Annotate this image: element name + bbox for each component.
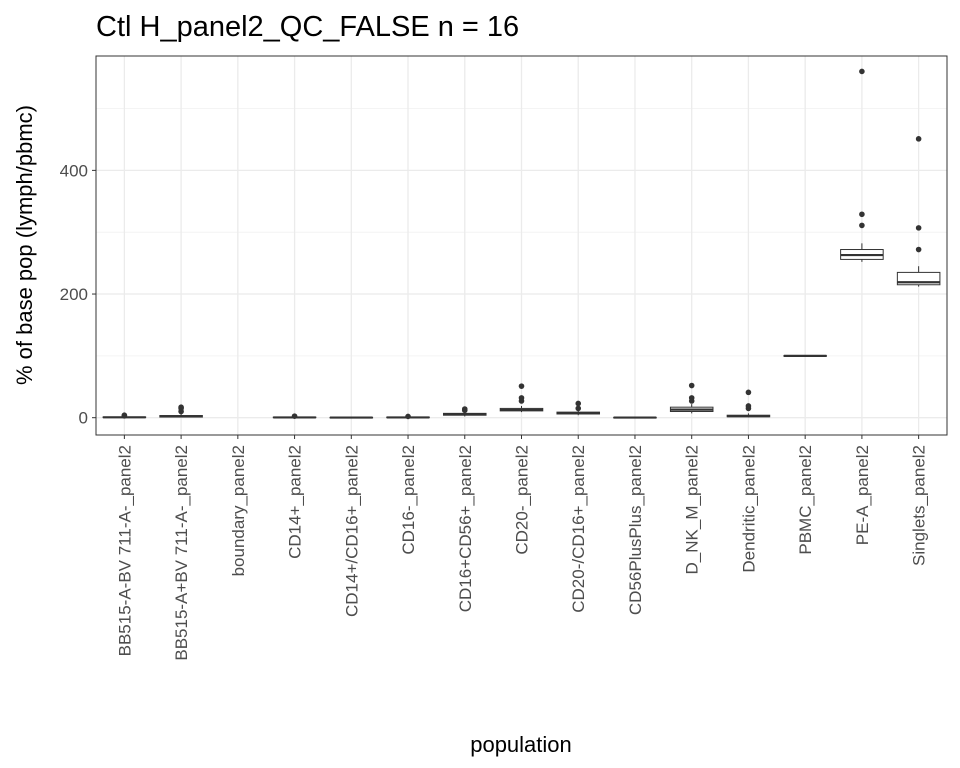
box-cd14-panel2 bbox=[272, 413, 317, 419]
x-tick-label: CD20-/CD16+_panel2 bbox=[569, 445, 588, 613]
x-tick-label: PE-A_panel2 bbox=[853, 445, 872, 545]
outlier-point bbox=[745, 403, 752, 409]
y-tick-label: 400 bbox=[60, 161, 88, 180]
outlier-point bbox=[688, 382, 695, 389]
box-dendritic-panel2 bbox=[726, 389, 771, 418]
grid-lines bbox=[96, 56, 947, 435]
outlier-point bbox=[575, 405, 582, 412]
x-tick-label: BB515-A+BV 711-A-_panel2 bbox=[172, 445, 191, 661]
outlier-point bbox=[461, 406, 468, 412]
box-cd20-cd16-panel2 bbox=[556, 400, 601, 416]
outlier-point bbox=[859, 211, 865, 218]
x-tick-label: Dendritic_panel2 bbox=[739, 445, 758, 573]
outlier-point bbox=[518, 383, 525, 389]
box-bb515-a-bv-711-a-panel2 bbox=[159, 404, 203, 418]
outlier-point bbox=[688, 395, 695, 401]
outlier-point bbox=[518, 395, 525, 401]
y-tick-label: 0 bbox=[79, 409, 88, 428]
y-tick-label: 200 bbox=[60, 285, 88, 304]
outlier-point bbox=[745, 389, 752, 396]
box-cd20-panel2 bbox=[499, 383, 544, 413]
outlier-point bbox=[178, 404, 184, 410]
box-bb515-a-bv-711-a-panel2 bbox=[102, 412, 147, 419]
x-axis-title: population bbox=[470, 732, 572, 757]
chart-title: Ctl H_panel2_QC_FALSE n = 16 bbox=[96, 11, 519, 43]
box-pbmc-panel2 bbox=[783, 354, 827, 357]
x-tick-label: CD56PlusPlus_panel2 bbox=[626, 445, 645, 615]
box-singlets-panel2 bbox=[896, 136, 941, 287]
box-pe-a-panel2 bbox=[840, 68, 884, 262]
x-tick-label: CD20-_panel2 bbox=[513, 445, 532, 555]
x-axis-ticks: BB515-A-BV 711-A-_panel2 BB515-A+BV 711-A… bbox=[115, 435, 929, 661]
outlier-point bbox=[915, 136, 922, 142]
y-axis-title: % of base pop (lymph/pbmc) bbox=[12, 105, 37, 385]
x-tick-label: Singlets_panel2 bbox=[910, 445, 929, 566]
x-tick-label: D_NK_M_panel2 bbox=[683, 445, 702, 574]
box-d-nk-m-panel2 bbox=[669, 382, 714, 414]
x-tick-label: CD14+/CD16+_panel2 bbox=[342, 445, 361, 617]
x-tick-label: CD16-_panel2 bbox=[399, 445, 418, 555]
x-tick-label: CD14+_panel2 bbox=[286, 445, 305, 559]
outlier-point bbox=[859, 222, 865, 229]
outlier-point bbox=[575, 400, 582, 407]
x-tick-label: BB515-A-BV 711-A-_panel2 bbox=[115, 445, 134, 656]
box-cd14-cd16-panel2 bbox=[329, 416, 374, 419]
outlier-point bbox=[121, 412, 128, 419]
x-tick-label: PBMC_panel2 bbox=[796, 445, 815, 555]
outlier-point bbox=[405, 413, 411, 420]
box-layer bbox=[102, 68, 941, 420]
outlier-point bbox=[291, 413, 298, 419]
outlier-point bbox=[915, 225, 922, 231]
x-tick-label: boundary_panel2 bbox=[229, 445, 248, 576]
box-cd16-cd56-panel2 bbox=[442, 406, 487, 417]
x-tick-label: CD16+CD56+_panel2 bbox=[456, 445, 475, 612]
box-cd16-panel2 bbox=[386, 413, 430, 420]
box-cd56plusplus-panel2 bbox=[613, 416, 657, 419]
outlier-point bbox=[859, 68, 865, 75]
outlier-point bbox=[915, 246, 922, 253]
y-axis-ticks: 0 200 400 bbox=[60, 161, 96, 428]
